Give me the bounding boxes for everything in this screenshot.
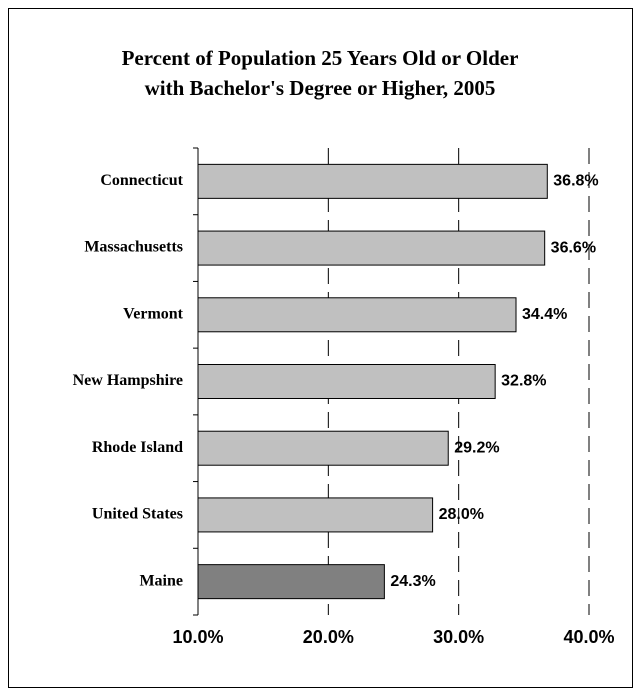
bar	[197, 497, 434, 533]
bar	[197, 430, 449, 466]
bar	[197, 564, 385, 600]
y-tick-label: Vermont	[123, 305, 184, 322]
value-label: 36.6%	[551, 239, 596, 256]
y-tick-label: Massachusetts	[84, 239, 183, 256]
value-label: 34.4%	[522, 306, 567, 323]
value-label: 36.8%	[553, 173, 598, 190]
value-label: 29.2%	[454, 439, 499, 456]
chart-title: with Bachelor's Degree or Higher, 2005	[145, 76, 496, 100]
x-tick-label: 40.0%	[563, 627, 614, 647]
chart-title: Percent of Population 25 Years Old or Ol…	[122, 46, 519, 70]
x-tick-label: 30.0%	[433, 627, 484, 647]
bar	[197, 230, 546, 266]
x-tick-label: 20.0%	[303, 627, 354, 647]
value-label: 24.3%	[390, 573, 435, 590]
bar	[197, 163, 548, 199]
y-tick-label: Connecticut	[100, 172, 183, 189]
x-tick-label: 10.0%	[172, 627, 223, 647]
y-tick-label: Rhode Island	[92, 439, 183, 456]
value-label: 32.8%	[501, 373, 546, 390]
bar	[197, 364, 496, 399]
y-tick-label: Maine	[139, 572, 183, 589]
bar	[197, 297, 517, 333]
y-tick-label: New Hampshire	[73, 372, 183, 389]
y-tick-label: United States	[92, 506, 183, 523]
value-label: 28.0%	[439, 506, 484, 523]
